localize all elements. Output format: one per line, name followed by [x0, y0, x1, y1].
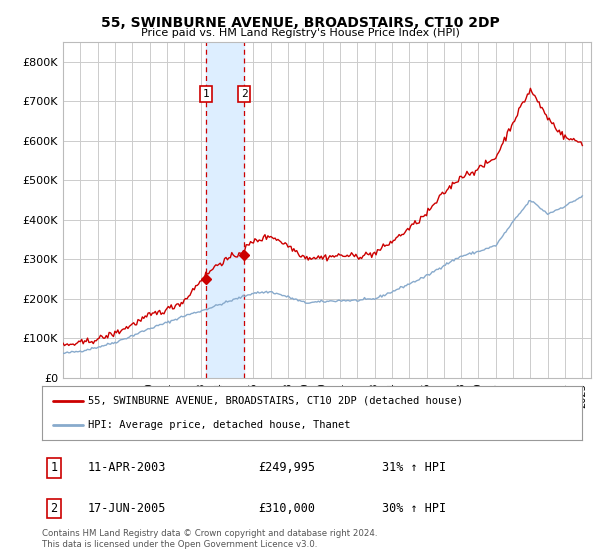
Text: 1: 1 — [50, 461, 58, 474]
Text: 1: 1 — [203, 89, 209, 99]
Bar — [206, 42, 244, 378]
Text: 17-JUN-2005: 17-JUN-2005 — [88, 502, 166, 515]
Text: 30% ↑ HPI: 30% ↑ HPI — [382, 502, 446, 515]
Text: 2: 2 — [241, 89, 247, 99]
Text: 55, SWINBURNE AVENUE, BROADSTAIRS, CT10 2DP (detached house): 55, SWINBURNE AVENUE, BROADSTAIRS, CT10 … — [88, 396, 463, 406]
Text: 11-APR-2003: 11-APR-2003 — [88, 461, 166, 474]
Text: HPI: Average price, detached house, Thanet: HPI: Average price, detached house, Than… — [88, 420, 350, 430]
Text: 55, SWINBURNE AVENUE, BROADSTAIRS, CT10 2DP: 55, SWINBURNE AVENUE, BROADSTAIRS, CT10 … — [101, 16, 499, 30]
Text: 31% ↑ HPI: 31% ↑ HPI — [382, 461, 446, 474]
Text: £249,995: £249,995 — [258, 461, 315, 474]
Text: Contains HM Land Registry data © Crown copyright and database right 2024.
This d: Contains HM Land Registry data © Crown c… — [42, 529, 377, 549]
Text: £310,000: £310,000 — [258, 502, 315, 515]
Text: 2: 2 — [50, 502, 58, 515]
Text: Price paid vs. HM Land Registry's House Price Index (HPI): Price paid vs. HM Land Registry's House … — [140, 28, 460, 38]
